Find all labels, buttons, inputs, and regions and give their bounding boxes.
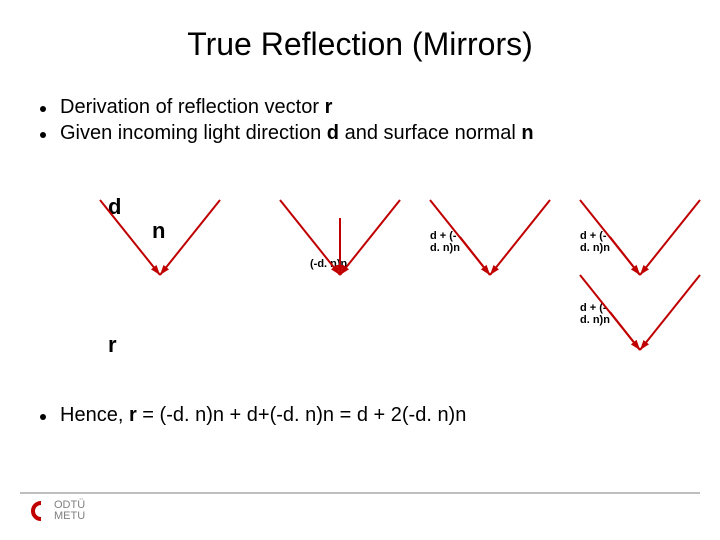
bullet-item: Derivation of reflection vector r bbox=[40, 96, 332, 119]
bullet-text: Given incoming light direction d and sur… bbox=[60, 122, 534, 145]
footer-logo-text: ODTÜ METU bbox=[54, 500, 85, 522]
diagram-label: n bbox=[152, 218, 165, 244]
footer-logo: ODTÜ METU bbox=[28, 500, 85, 522]
diagram-label: r bbox=[108, 332, 117, 358]
diagram-label: d + (- d. n)n bbox=[580, 230, 610, 254]
diagram-label: d bbox=[108, 194, 121, 220]
metu-logo-icon bbox=[28, 500, 48, 522]
diagram-label: d + (- d. n)n bbox=[580, 302, 610, 326]
bullet-dot-icon bbox=[40, 106, 46, 112]
bullet-dot-icon bbox=[40, 132, 46, 138]
bullet-text: Derivation of reflection vector r bbox=[60, 96, 332, 119]
bullet-dot-icon bbox=[40, 414, 46, 420]
footer-rule bbox=[20, 492, 700, 494]
conclusion-text: Hence, r = (-d. n)n + d+(-d. n)n = d + 2… bbox=[60, 404, 466, 427]
arrows-diagram bbox=[0, 0, 720, 540]
bullet-item: Given incoming light direction d and sur… bbox=[40, 122, 534, 145]
diagram-label: d + (- d. n)n bbox=[430, 230, 460, 254]
diagram-label: (-d. n)n bbox=[310, 258, 347, 270]
footer-logo-line2: METU bbox=[54, 511, 85, 522]
page-title: True Reflection (Mirrors) bbox=[0, 26, 720, 63]
